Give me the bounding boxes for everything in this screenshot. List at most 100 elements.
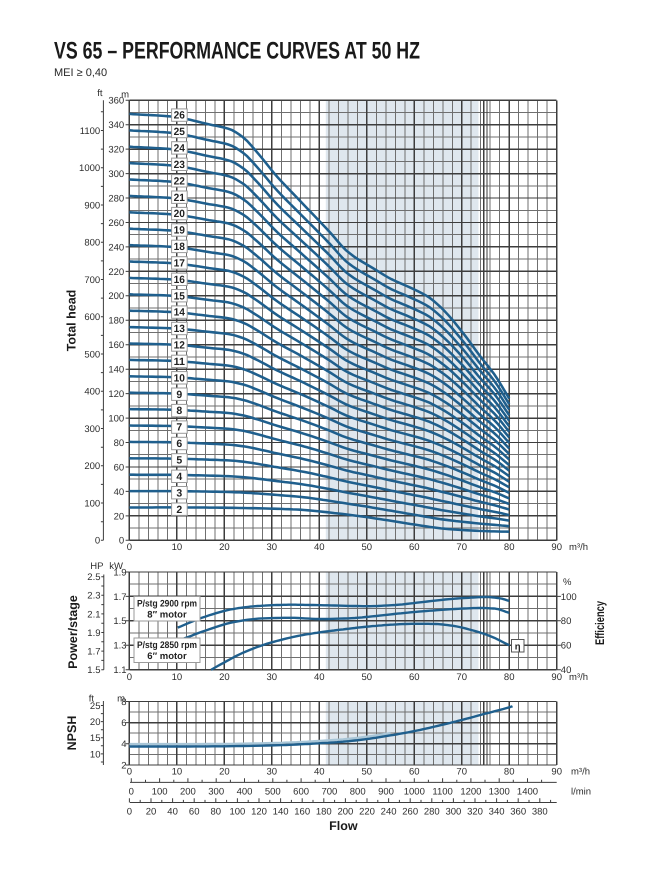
svg-text:300: 300 — [84, 424, 100, 435]
svg-text:60: 60 — [409, 766, 420, 777]
svg-text:1100: 1100 — [432, 787, 452, 798]
svg-text:NPSH: NPSH — [65, 716, 79, 751]
svg-text:40: 40 — [167, 807, 178, 818]
svg-text:30: 30 — [267, 542, 278, 553]
svg-text:Efficiency: Efficiency — [593, 601, 607, 645]
svg-text:m³/h: m³/h — [569, 542, 588, 553]
svg-text:m³/h: m³/h — [571, 766, 590, 777]
svg-text:40: 40 — [314, 672, 325, 683]
svg-text:500: 500 — [265, 787, 281, 798]
svg-text:P/stg 2850 rpm: P/stg 2850 rpm — [137, 640, 197, 651]
svg-text:12: 12 — [174, 340, 185, 352]
svg-text:120: 120 — [108, 389, 124, 400]
svg-text:360: 360 — [108, 96, 124, 107]
svg-text:240: 240 — [108, 242, 124, 253]
svg-text:300: 300 — [445, 807, 461, 818]
svg-text:1.9: 1.9 — [113, 567, 126, 578]
svg-text:6″ motor: 6″ motor — [147, 651, 187, 662]
svg-text:60: 60 — [561, 641, 572, 652]
svg-text:800: 800 — [350, 787, 366, 798]
svg-text:MEI ≥ 0,40: MEI ≥ 0,40 — [54, 67, 107, 79]
svg-text:14: 14 — [174, 307, 185, 319]
svg-text:340: 340 — [108, 120, 124, 131]
svg-text:70: 70 — [456, 672, 467, 683]
svg-text:20: 20 — [146, 807, 157, 818]
svg-text:0: 0 — [127, 542, 132, 553]
svg-text:26: 26 — [174, 110, 185, 122]
svg-text:8: 8 — [121, 697, 126, 708]
svg-text:220: 220 — [108, 267, 124, 278]
svg-text:0: 0 — [127, 672, 132, 683]
svg-text:5: 5 — [176, 455, 182, 467]
svg-text:1.5: 1.5 — [87, 665, 100, 676]
svg-text:17: 17 — [174, 258, 185, 270]
svg-text:25: 25 — [90, 701, 101, 712]
svg-text:9: 9 — [176, 389, 182, 401]
svg-text:10: 10 — [172, 672, 183, 683]
svg-text:70: 70 — [456, 766, 467, 777]
svg-text:11: 11 — [174, 356, 185, 368]
svg-text:15: 15 — [90, 733, 101, 744]
svg-text:200: 200 — [180, 787, 196, 798]
svg-text:900: 900 — [378, 787, 394, 798]
svg-text:160: 160 — [108, 340, 124, 351]
svg-text:30: 30 — [267, 766, 278, 777]
svg-text:300: 300 — [208, 787, 224, 798]
svg-text:0: 0 — [127, 766, 132, 777]
svg-text:400: 400 — [237, 787, 253, 798]
svg-text:60: 60 — [114, 462, 125, 473]
svg-text:320: 320 — [108, 145, 124, 156]
svg-text:1.7: 1.7 — [113, 592, 126, 603]
svg-text:6: 6 — [176, 438, 182, 450]
svg-text:50: 50 — [362, 672, 373, 683]
svg-text:13: 13 — [174, 323, 185, 335]
svg-text:HP: HP — [90, 561, 103, 572]
svg-text:700: 700 — [84, 275, 100, 286]
svg-text:20: 20 — [174, 208, 185, 220]
svg-text:260: 260 — [108, 218, 124, 229]
svg-text:6: 6 — [121, 718, 126, 729]
svg-text:200: 200 — [108, 291, 124, 302]
svg-text:Total head: Total head — [65, 290, 79, 352]
svg-text:100: 100 — [108, 414, 124, 425]
svg-text:140: 140 — [108, 365, 124, 376]
svg-text:100: 100 — [229, 807, 245, 818]
svg-text:4: 4 — [176, 471, 182, 483]
svg-text:2: 2 — [176, 504, 182, 516]
svg-text:7: 7 — [176, 422, 182, 434]
svg-text:120: 120 — [251, 807, 267, 818]
svg-text:l/min: l/min — [571, 787, 591, 798]
svg-text:10: 10 — [90, 749, 101, 760]
svg-text:700: 700 — [321, 787, 337, 798]
svg-text:40: 40 — [314, 542, 325, 553]
svg-text:800: 800 — [84, 238, 100, 249]
svg-text:90: 90 — [551, 766, 562, 777]
svg-text:80: 80 — [504, 542, 515, 553]
svg-text:100: 100 — [561, 592, 577, 603]
svg-text:m: m — [117, 694, 125, 705]
svg-text:10: 10 — [174, 372, 185, 384]
svg-text:25: 25 — [174, 126, 185, 138]
svg-text:20: 20 — [90, 717, 101, 728]
svg-text:60: 60 — [189, 807, 200, 818]
svg-text:600: 600 — [84, 312, 100, 323]
svg-text:Power/stage: Power/stage — [66, 595, 80, 669]
svg-text:1.9: 1.9 — [87, 628, 100, 639]
svg-text:1000: 1000 — [79, 163, 100, 174]
svg-text:P/stg 2900 rpm: P/stg 2900 rpm — [137, 599, 197, 610]
svg-text:1.1: 1.1 — [113, 665, 126, 676]
svg-text:15: 15 — [174, 290, 185, 302]
svg-text:21: 21 — [174, 192, 185, 204]
svg-text:2.3: 2.3 — [87, 591, 100, 602]
svg-text:η: η — [515, 641, 521, 652]
svg-text:360: 360 — [510, 807, 526, 818]
svg-text:200: 200 — [84, 461, 100, 472]
svg-text:400: 400 — [84, 387, 100, 398]
svg-text:m: m — [121, 90, 129, 101]
svg-text:%: % — [563, 577, 572, 588]
svg-text:1.3: 1.3 — [113, 641, 126, 652]
svg-text:90: 90 — [551, 542, 562, 553]
svg-text:ft: ft — [89, 694, 95, 705]
svg-text:40: 40 — [314, 766, 325, 777]
svg-text:2: 2 — [121, 760, 126, 771]
